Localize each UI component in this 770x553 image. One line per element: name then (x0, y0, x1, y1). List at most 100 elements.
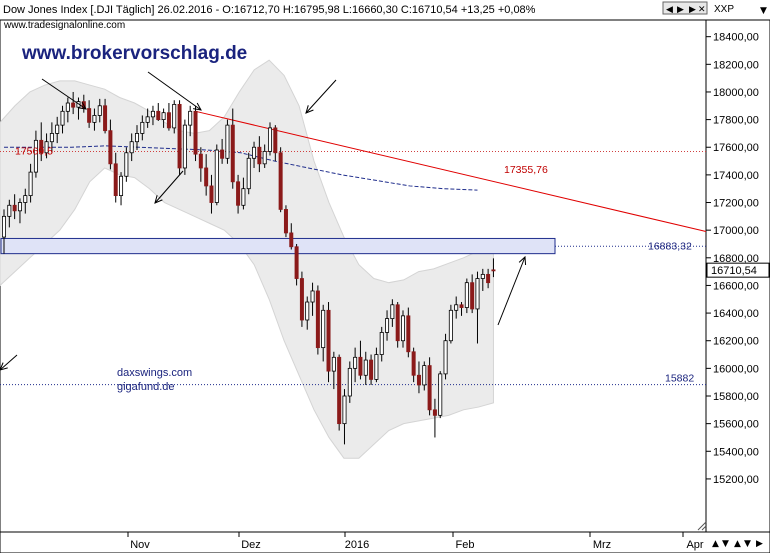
nav-right-icon[interactable]: ▶ (677, 5, 684, 15)
candle-body (166, 112, 171, 129)
candle (347, 361, 352, 403)
candle (400, 310, 405, 348)
close-icon[interactable]: ✕ (698, 5, 706, 15)
candle-body (342, 395, 347, 425)
header-bar: Dow Jones Index [.DJI Täglich] 26.02.201… (0, 1, 770, 31)
candle-body (411, 351, 416, 376)
candle-body (193, 110, 198, 155)
candle-body (140, 121, 145, 134)
nav-end-icon[interactable]: ▶ (689, 5, 696, 15)
candle (491, 258, 496, 278)
candle (209, 174, 214, 214)
candle-body (385, 318, 390, 333)
candle (198, 147, 203, 182)
scroll-down-icon-2[interactable]: ▼ (744, 539, 751, 549)
candle (7, 199, 12, 228)
candle-body (363, 359, 368, 376)
candle (2, 209, 7, 254)
candle (17, 198, 22, 224)
candle (97, 98, 102, 123)
candle-body (220, 149, 225, 159)
candle-body (204, 167, 209, 187)
candle (257, 136, 262, 173)
candle (326, 302, 331, 383)
nav-left-icon[interactable]: ◀ (666, 5, 673, 15)
candle (161, 108, 166, 128)
x-tick-label: Nov (130, 539, 150, 551)
candle (480, 268, 485, 291)
candle (395, 302, 400, 348)
candle (220, 138, 225, 164)
candle-body (198, 153, 203, 169)
candle (134, 125, 139, 151)
resistance-label: 16883,32 (648, 240, 692, 252)
nav-controls[interactable]: ◀ ▶ ▶ ✕ (662, 1, 708, 15)
candle-body (294, 246, 299, 279)
candle (119, 172, 124, 206)
candle (369, 354, 374, 385)
arrow-5 (0, 354, 18, 371)
candle-body (87, 108, 92, 123)
arrow-2-head (193, 102, 202, 111)
candle (310, 282, 315, 316)
gigafund-watermark: gigafund.de (117, 381, 175, 393)
resize-grip-icon[interactable] (697, 521, 707, 531)
candle-body (262, 150, 267, 165)
candle (71, 91, 76, 115)
arrow-4-head (154, 195, 163, 204)
candle-body (108, 130, 113, 165)
candle (337, 354, 342, 431)
candle (140, 115, 145, 141)
candle (358, 340, 363, 380)
scroll-up-icon[interactable]: ▲ (712, 539, 719, 549)
scroll-up-icon-2[interactable]: ▲ (734, 539, 741, 549)
arrow-3 (305, 79, 337, 114)
candle-body (33, 139, 38, 173)
candle-body (358, 356, 363, 376)
arrow-1-head (78, 101, 87, 110)
scroll-end-icon[interactable]: ▶ (756, 539, 763, 549)
candle-body (17, 202, 22, 212)
candle-body (326, 309, 331, 372)
window-title: Dow Jones Index [.DJI Täglich] 26.02.201… (3, 4, 536, 16)
candle-body (337, 356, 342, 425)
x-tick-label: 2016 (345, 539, 369, 551)
candle (44, 133, 49, 159)
candle (448, 304, 453, 344)
candle (65, 97, 70, 123)
candle-body (188, 110, 193, 126)
candle (204, 154, 209, 196)
candle-body (283, 209, 288, 234)
nav-bar (662, 1, 708, 15)
candle (124, 147, 129, 182)
candle (283, 205, 288, 238)
candle (39, 122, 44, 162)
last-price-box (706, 262, 770, 278)
candle-body (97, 105, 102, 116)
candle-body (113, 163, 118, 197)
chevron-down-icon[interactable]: ▼ (760, 6, 767, 16)
candle (438, 371, 443, 419)
candle (108, 119, 113, 170)
scroll-down-icon[interactable]: ▼ (722, 539, 729, 549)
arrow-6-head (518, 255, 527, 266)
candle-body (230, 124, 235, 183)
candle-body (129, 141, 134, 154)
candle (60, 105, 65, 134)
scroll-controls[interactable]: ▲ ▼ ▲ ▼ ▶ (712, 539, 763, 549)
candle (289, 223, 294, 250)
candle-body (459, 304, 464, 308)
candle (305, 296, 310, 330)
x-tick-label: Dez (241, 539, 261, 551)
candle (55, 116, 60, 144)
candle-body (150, 110, 155, 118)
arrow-3-head (305, 105, 314, 114)
candle (193, 105, 198, 162)
y-tick-label: 17800,00 (713, 115, 759, 127)
y-tick-label: 15400,00 (713, 446, 759, 458)
candle-body (331, 356, 336, 372)
y-tick-label: 18200,00 (713, 59, 759, 71)
y-tick-label: 16200,00 (713, 336, 759, 348)
candle-body (470, 282, 475, 310)
